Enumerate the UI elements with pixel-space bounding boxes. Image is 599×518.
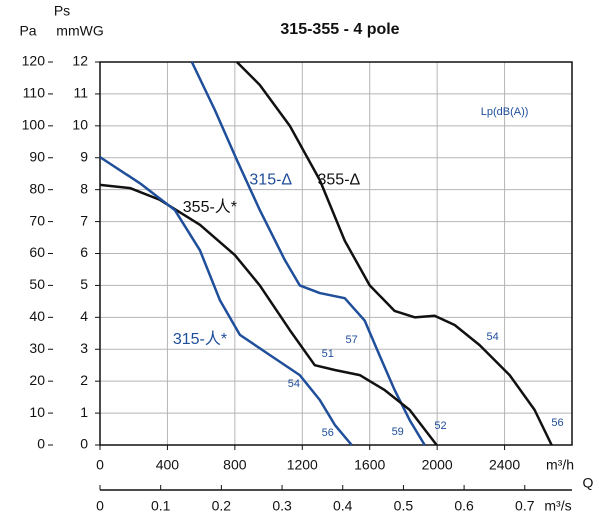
y2-tick-label: 120 [22, 53, 46, 69]
y2-tick-label: 40 [29, 308, 45, 324]
y-tick-label: 1 [80, 404, 88, 420]
y-label: Ps [54, 3, 70, 19]
x-tick-label: 400 [156, 457, 180, 473]
annotation: 54 [288, 378, 300, 390]
y2-unit: Pa [19, 23, 36, 39]
y2-tick-label: 50 [29, 276, 45, 292]
x2-unit: m³/s [544, 498, 571, 514]
y-tick-label: 12 [72, 53, 88, 69]
annotation: 59 [392, 426, 404, 438]
y2-tick-label: 30 [29, 340, 45, 356]
y2-tick-label: 90 [29, 148, 45, 164]
x-unit: m³/h [546, 457, 574, 473]
annotation: 315-Δ [249, 171, 292, 188]
x2-tick-label: 0.4 [333, 498, 353, 514]
curve [190, 61, 426, 446]
y2-tick-label: 20 [29, 372, 45, 388]
y-tick-label: 10 [72, 117, 88, 133]
plot-frame [99, 61, 573, 446]
y2-tick-label: 60 [29, 244, 45, 260]
x2-tick-label: 0.5 [394, 498, 414, 514]
y2-tick-label: 0 [37, 436, 45, 452]
annotation: 355-人* [183, 198, 237, 216]
x-label: Q [583, 475, 594, 491]
y-tick-label: 6 [80, 244, 88, 260]
chart-title: 315-355 - 4 pole [280, 21, 399, 38]
x-tick-label: 0 [96, 457, 104, 473]
y2-tick-label: 10 [29, 404, 45, 420]
x2-tick-label: 0 [96, 498, 104, 514]
y-tick-label: 7 [80, 212, 88, 228]
y-tick-label: 11 [73, 85, 88, 101]
annotation: 56 [322, 427, 334, 439]
y-tick-label: 3 [80, 340, 88, 356]
y2-tick-label: 80 [29, 180, 45, 196]
annotation: Lp(dB(A)) [481, 106, 529, 118]
annotation: 54 [486, 331, 498, 343]
annotation: 57 [346, 334, 358, 346]
x2-tick-label: 0.1 [151, 498, 171, 514]
x2-tick-label: 0.6 [454, 498, 474, 514]
y-unit: mmWG [56, 23, 103, 39]
annotation: 315-人* [173, 330, 227, 348]
annotation: 355-Δ [318, 171, 361, 188]
y-tick-label: 2 [80, 372, 88, 388]
curve [99, 156, 353, 446]
y2-tick-label: 110 [23, 85, 46, 101]
y-tick-label: 5 [80, 276, 88, 292]
x2-tick-label: 0.7 [515, 498, 535, 514]
y-tick-label: 9 [80, 148, 88, 164]
x-tick-label: 1600 [354, 457, 385, 473]
y-tick-label: 8 [80, 180, 88, 196]
y2-tick-label: 70 [29, 212, 45, 228]
annotation: 52 [434, 420, 446, 432]
curve [235, 61, 553, 446]
y-tick-label: 0 [80, 436, 88, 452]
y2-tick-label: 100 [22, 117, 46, 133]
annotation: 56 [551, 417, 563, 429]
annotation: 51 [322, 348, 334, 360]
x-tick-label: 2400 [489, 457, 520, 473]
curve [99, 183, 438, 446]
x-tick-label: 2000 [422, 457, 453, 473]
x-tick-label: 800 [223, 457, 247, 473]
x2-tick-label: 0.3 [272, 498, 292, 514]
y-tick-label: 4 [80, 308, 88, 324]
x2-tick-label: 0.2 [212, 498, 232, 514]
x-tick-label: 1200 [287, 457, 318, 473]
